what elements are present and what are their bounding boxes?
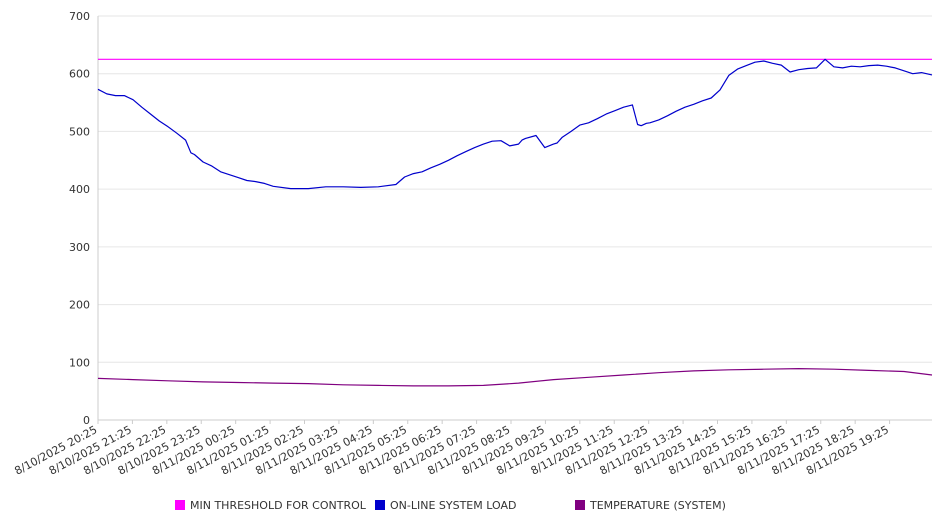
legend-swatch	[175, 500, 185, 510]
y-axis: 0 100 200 300 400 500 600 700	[69, 10, 99, 427]
legend-label: ON-LINE SYSTEM LOAD	[390, 499, 516, 512]
y-tick-label: 200	[69, 299, 90, 312]
y-tick-label: 600	[69, 68, 90, 81]
y-tick-label: 500	[69, 125, 90, 138]
y-tick-label: 0	[83, 414, 90, 427]
x-axis: 8/10/2025 20:258/10/2025 21:258/10/2025 …	[12, 419, 932, 478]
series-lines	[97, 58, 933, 387]
legend-swatch	[575, 500, 585, 510]
legend: MIN THRESHOLD FOR CONTROL ON-LINE SYSTEM …	[175, 499, 726, 512]
series-line-2	[97, 368, 933, 387]
y-tick-label: 400	[69, 183, 90, 196]
y-tick-label: 700	[69, 10, 90, 23]
y-tick-label: 100	[69, 356, 90, 369]
series-line-1	[97, 58, 933, 190]
legend-swatch	[375, 500, 385, 510]
y-tick-label: 300	[69, 241, 90, 254]
legend-label: MIN THRESHOLD FOR CONTROL	[190, 499, 367, 512]
gridlines	[98, 15, 932, 363]
legend-label: TEMPERATURE (SYSTEM)	[589, 499, 726, 512]
